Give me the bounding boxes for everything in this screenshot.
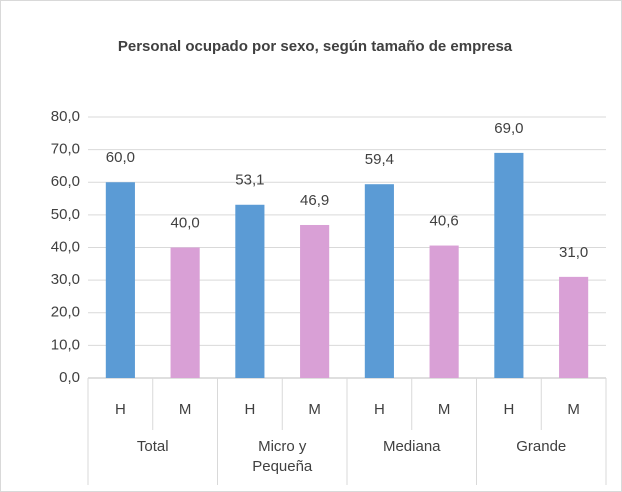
x-tick-label: H xyxy=(503,401,514,418)
y-tick-label: 20,0 xyxy=(51,304,80,321)
y-tick-label: 10,0 xyxy=(51,336,80,353)
y-tick-label: 30,0 xyxy=(51,271,80,288)
y-tick-label: 50,0 xyxy=(51,206,80,223)
group-label: Mediana xyxy=(382,438,441,455)
group-label: Micro y Pequeña xyxy=(252,438,313,475)
bar xyxy=(170,247,200,378)
x-tick-label: H xyxy=(374,401,385,418)
data-label: 31,0 xyxy=(559,244,588,261)
y-tick-label: 0,0 xyxy=(59,369,80,386)
group-label: Total xyxy=(136,438,169,455)
bar xyxy=(364,184,394,378)
data-label: 40,6 xyxy=(430,213,459,230)
data-label: 69,0 xyxy=(494,120,523,137)
bar xyxy=(235,204,265,378)
x-tick-label: M xyxy=(567,401,580,418)
bar xyxy=(494,152,524,378)
x-tick-label: M xyxy=(438,401,451,418)
y-tick-label: 70,0 xyxy=(51,141,80,158)
bar xyxy=(105,182,135,378)
data-label: 40,0 xyxy=(171,214,200,231)
bar xyxy=(559,276,589,378)
y-tick-label: 60,0 xyxy=(51,173,80,190)
data-label: 53,1 xyxy=(235,172,264,189)
x-tick-label: H xyxy=(115,401,126,418)
bar xyxy=(300,224,330,378)
bar xyxy=(429,245,459,378)
data-label: 46,9 xyxy=(300,192,329,209)
chart-title: Personal ocupado por sexo, según tamaño … xyxy=(117,38,513,55)
group-label: Grande xyxy=(516,438,567,455)
x-tick-label: M xyxy=(179,401,192,418)
x-tick-label: M xyxy=(308,401,321,418)
y-tick-label: 40,0 xyxy=(51,238,80,255)
x-tick-label: H xyxy=(244,401,255,418)
y-tick-label: 80,0 xyxy=(51,108,80,125)
data-label: 59,4 xyxy=(365,151,394,168)
data-label: 60,0 xyxy=(106,149,135,166)
